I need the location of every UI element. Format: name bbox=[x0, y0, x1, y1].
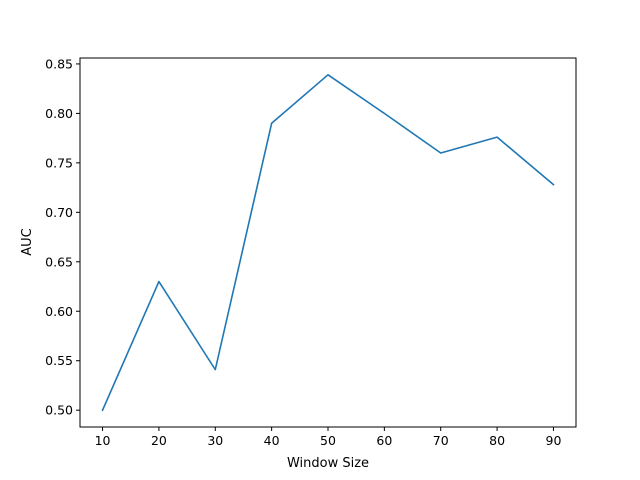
y-tick-label: 0.70 bbox=[45, 205, 73, 220]
series-line-0 bbox=[101, 74, 555, 412]
y-axis-label: AUC bbox=[20, 228, 35, 256]
x-axis-label: Window Size bbox=[287, 456, 369, 471]
y-axis: 0.50 0.55 0.60 0.65 0.70 0.75 0.80 0.85 bbox=[45, 56, 80, 418]
x-tick-label: 60 bbox=[376, 433, 392, 448]
y-tick-label: 0.85 bbox=[45, 56, 73, 71]
y-tick-label: 0.80 bbox=[45, 106, 73, 121]
x-tick-label: 50 bbox=[320, 433, 336, 448]
x-tick-label: 30 bbox=[207, 433, 223, 448]
x-tick-label: 10 bbox=[95, 433, 111, 448]
x-axis: 10 20 30 40 50 60 70 80 90 bbox=[95, 427, 562, 448]
plot-layer bbox=[101, 74, 555, 412]
x-tick-label: 70 bbox=[433, 433, 449, 448]
y-tick-label: 0.75 bbox=[45, 155, 73, 170]
y-tick-label: 0.55 bbox=[45, 353, 73, 368]
x-tick-label: 40 bbox=[264, 433, 280, 448]
x-tick-label: 80 bbox=[489, 433, 505, 448]
y-tick-label: 0.60 bbox=[45, 304, 73, 319]
x-tick-label: 20 bbox=[151, 433, 167, 448]
y-tick-label: 0.50 bbox=[45, 403, 73, 418]
x-tick-label: 90 bbox=[546, 433, 562, 448]
y-tick-label: 0.65 bbox=[45, 254, 73, 269]
